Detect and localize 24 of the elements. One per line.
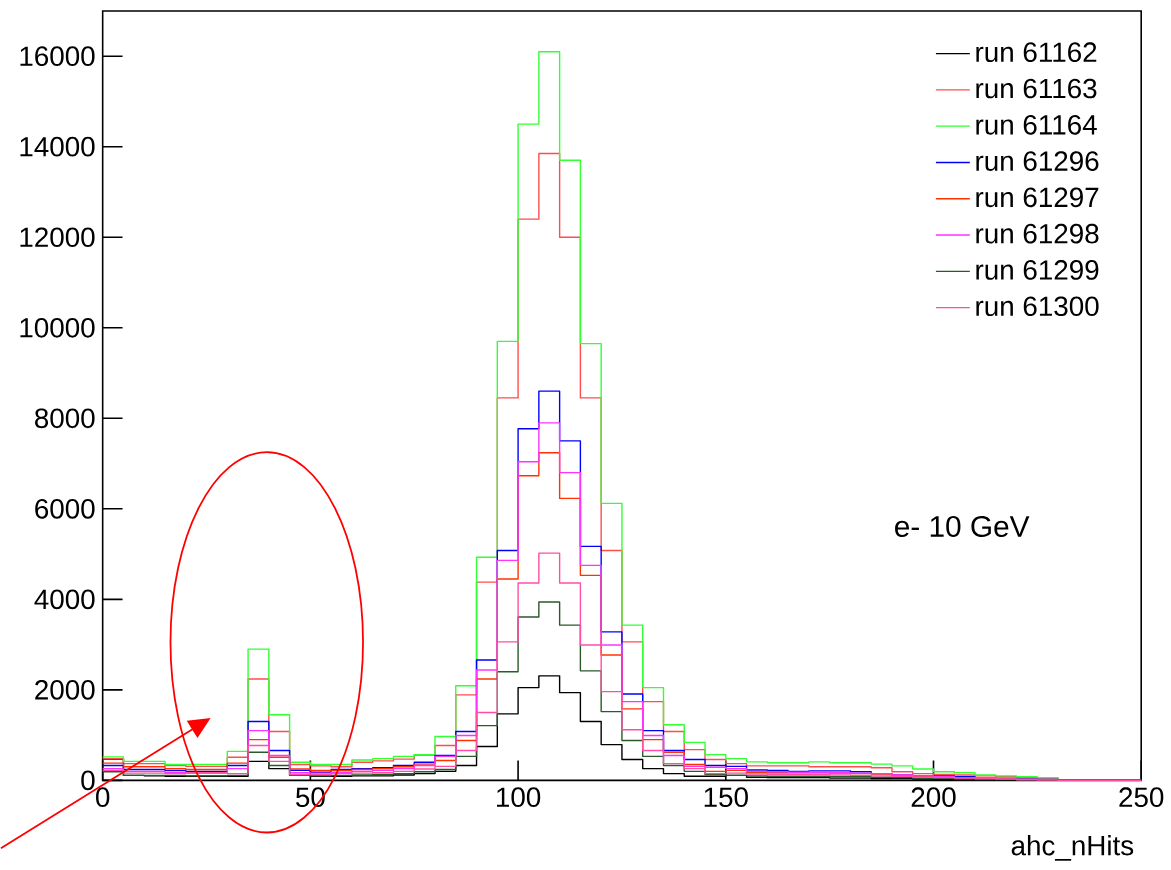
- annotation: e- 10 GeV: [895, 515, 1030, 537]
- y-tick-label: 10000: [20, 317, 95, 338]
- legend-label: run 61298: [976, 223, 1099, 244]
- legend-label: run 61300: [976, 296, 1099, 317]
- x-tick-label: 250: [1119, 787, 1164, 808]
- y-tick-label: 6000: [35, 498, 95, 519]
- legend-label: run 61162: [976, 42, 1097, 63]
- y-tick-label: 16000: [20, 46, 95, 67]
- legend-label: run 61297: [976, 187, 1099, 208]
- y-tick-label: 14000: [20, 136, 95, 157]
- legend-label: run 61299: [976, 260, 1099, 280]
- y-tick-label: 4000: [34, 589, 95, 610]
- legend-label: run 61163: [976, 78, 1097, 99]
- x-tick-label: 150: [704, 787, 748, 808]
- y-tick-label: 8000: [35, 408, 95, 429]
- y-tick-label: 12000: [20, 227, 95, 248]
- x-tick-label: 200: [911, 787, 956, 808]
- x-axis-title: ahc_nHits: [1011, 835, 1134, 861]
- x-tick-label: 0: [96, 787, 110, 808]
- legend-label: run 61164: [976, 114, 1097, 135]
- y-tick-label: 2000: [35, 679, 95, 700]
- y-tick-label: 0: [81, 770, 95, 791]
- x-tick-label: 100: [497, 787, 541, 808]
- legend-label: run 61296: [976, 151, 1099, 171]
